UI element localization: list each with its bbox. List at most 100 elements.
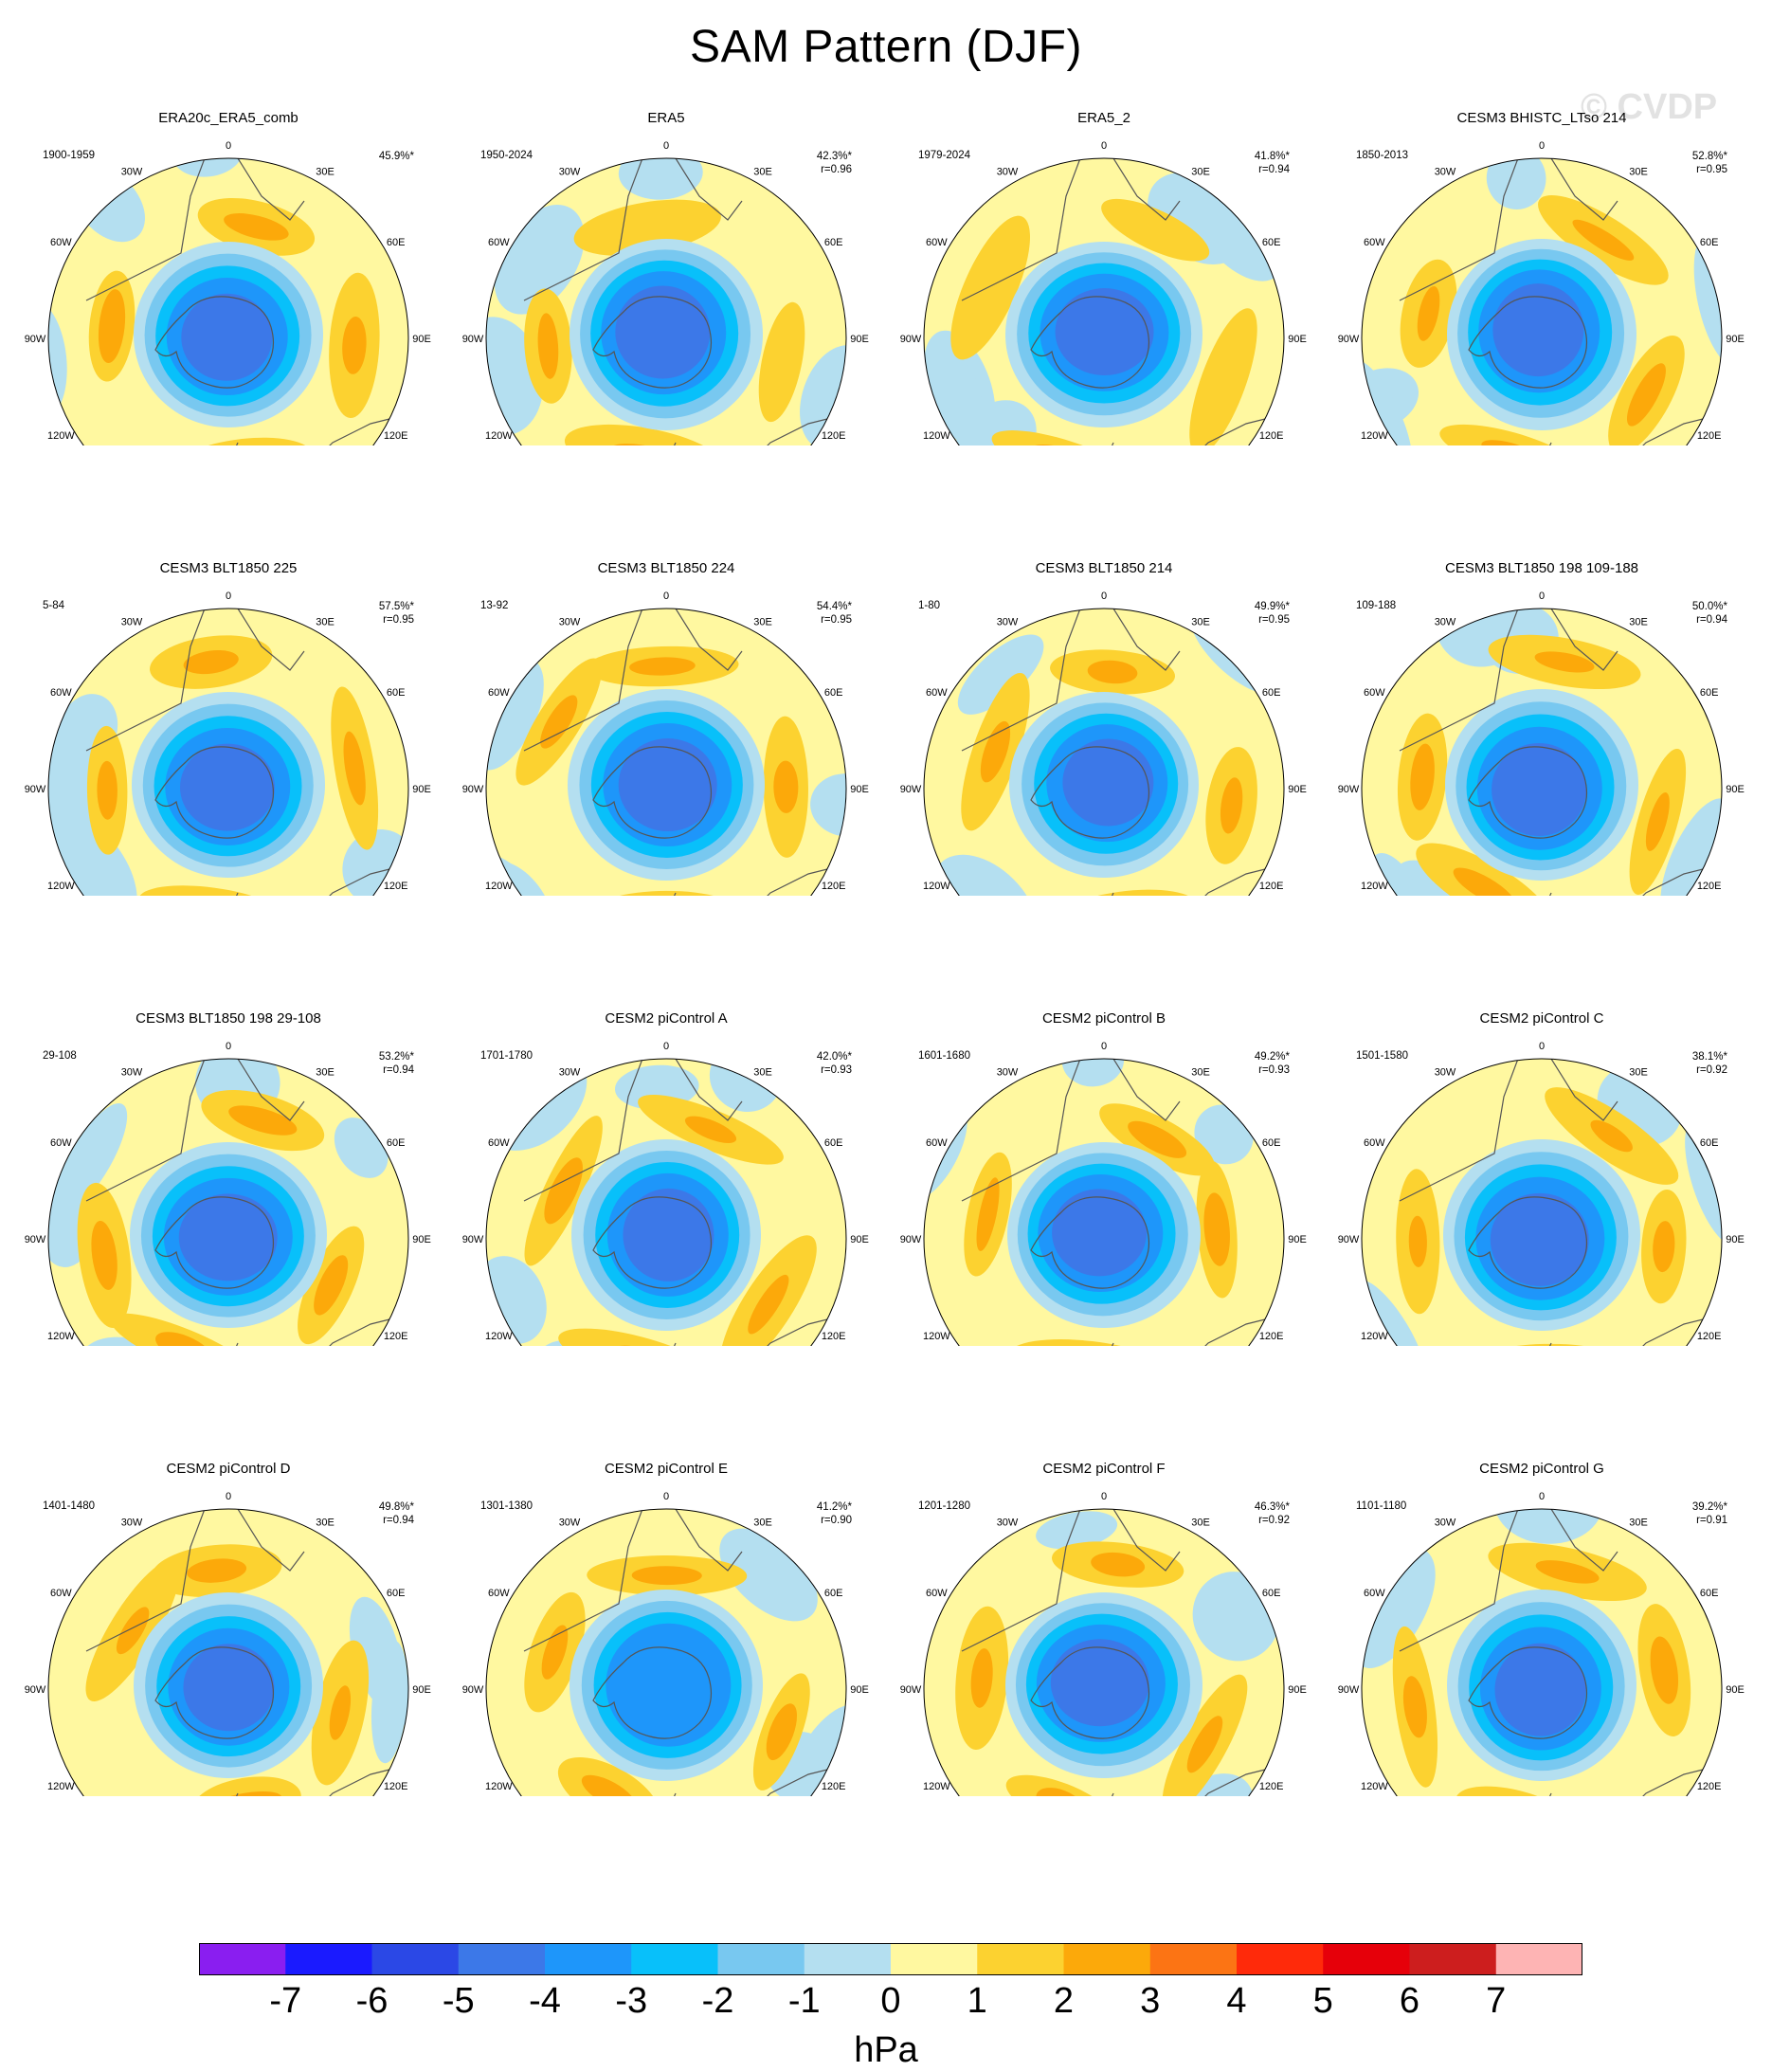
anomaly-patch xyxy=(957,634,1044,715)
longitude-label: 90W xyxy=(1338,1684,1360,1696)
longitude-label: 90E xyxy=(850,1234,869,1245)
colorbar-swatch xyxy=(1063,1943,1151,1975)
panel-title: CESM3 BHISTC_LTso 214 xyxy=(1456,110,1627,126)
antarctica-coastline xyxy=(592,1646,712,1739)
polar-map: 030E60E90E120E150E180150W120W90W60W30W xyxy=(900,1041,1307,1346)
panel-title: CESM2 piControl A xyxy=(605,1010,728,1027)
polar-map: 030E60E90E120E150E180150W120W90W60W30W xyxy=(25,591,431,896)
colorbar-tick-label: -2 xyxy=(701,1981,734,2021)
longitude-label: 60E xyxy=(824,1137,843,1149)
negative-anomaly-ring xyxy=(1055,288,1154,376)
longitude-label: 30W xyxy=(121,616,143,627)
longitude-label: 90W xyxy=(462,1234,484,1245)
panel-period: 29-108 xyxy=(43,1050,77,1062)
pattern-correlation: r=0.94 xyxy=(1258,164,1290,175)
positive-anomaly-core xyxy=(581,1774,637,1796)
positive-anomaly-core xyxy=(342,317,367,374)
anomaly-patch xyxy=(930,351,983,432)
panel-stats: 39.2%* r=0.91 xyxy=(1692,1500,1727,1527)
variance-explained: 49.8%* xyxy=(378,1501,414,1513)
longitude-label: 90E xyxy=(850,1684,869,1696)
negative-anomaly-ring xyxy=(615,285,711,379)
longitude-label: 60W xyxy=(926,1137,948,1149)
longitude-label: 60E xyxy=(1262,1588,1281,1599)
longitude-label: 60W xyxy=(488,1137,510,1149)
positive-anomaly-core xyxy=(329,1685,352,1740)
positive-anomaly-core xyxy=(541,1625,569,1680)
positive-anomaly-core xyxy=(773,760,799,813)
positive-anomaly-core xyxy=(1453,867,1516,896)
polar-map: 030E60E90E120E150E180150W120W90W60W30W xyxy=(900,591,1307,896)
map-border xyxy=(1361,1508,1723,1796)
antarctica-coastline xyxy=(154,1196,274,1289)
longitude-label: 0 xyxy=(1539,1491,1545,1502)
longitude-label: 120W xyxy=(47,430,75,442)
coastline xyxy=(1550,158,1618,221)
positive-anomaly-core xyxy=(1402,1676,1427,1738)
longitude-label: 120W xyxy=(923,881,950,892)
longitude-label: 60E xyxy=(824,687,843,699)
longitude-label: 120W xyxy=(47,1331,75,1342)
map-border xyxy=(47,1508,409,1796)
longitude-label: 30W xyxy=(559,1066,581,1078)
panel-stats: 42.0%* r=0.93 xyxy=(817,1050,852,1077)
longitude-label: 30W xyxy=(997,1066,1019,1078)
negative-anomaly-ring xyxy=(180,743,276,831)
positive-anomaly-core xyxy=(1534,651,1595,673)
positive-anomaly-core xyxy=(1650,1636,1679,1704)
colorbar-tick-label: -7 xyxy=(269,1981,302,2021)
pattern-correlation: r=0.90 xyxy=(821,1515,852,1526)
longitude-label: 90E xyxy=(1288,784,1307,795)
positive-anomaly-core xyxy=(1590,1119,1633,1153)
positive-anomaly-core xyxy=(1572,219,1635,261)
variance-explained: 53.2%* xyxy=(378,1051,414,1063)
longitude-label: 120E xyxy=(1697,881,1722,892)
panel-period: 1301-1380 xyxy=(480,1500,533,1512)
longitude-label: 90E xyxy=(412,1684,431,1696)
variance-explained: 39.2%* xyxy=(1691,1501,1727,1513)
longitude-label: 120E xyxy=(384,430,408,442)
variance-explained: 57.5%* xyxy=(378,601,414,612)
panel-stats: 49.2%* r=0.93 xyxy=(1255,1050,1290,1077)
negative-anomaly-ring xyxy=(1050,1639,1149,1727)
positive-anomaly-core xyxy=(1417,285,1440,341)
coastline xyxy=(237,158,305,221)
longitude-label: 90E xyxy=(412,784,431,795)
longitude-label: 120W xyxy=(485,881,513,892)
longitude-label: 30E xyxy=(316,1066,335,1078)
variance-explained: 42.3%* xyxy=(816,151,852,162)
longitude-label: 90W xyxy=(462,784,484,795)
longitude-label: 30E xyxy=(753,1517,772,1528)
positive-anomaly-core xyxy=(1091,1552,1146,1577)
panel-title: CESM3 BLT1850 198 109-188 xyxy=(1444,560,1639,576)
variance-explained: 46.3%* xyxy=(1254,1501,1290,1513)
negative-anomaly-ring xyxy=(1490,1192,1589,1286)
anomaly-patch xyxy=(1362,1548,1436,1668)
coastline xyxy=(675,158,743,221)
panel-title: ERA20c_ERA5_comb xyxy=(158,110,298,126)
negative-anomaly-ring xyxy=(618,738,717,832)
positive-anomaly xyxy=(1189,308,1257,445)
panel-stats: 38.1%* r=0.92 xyxy=(1692,1050,1727,1077)
panel-stats: 46.3%* r=0.92 xyxy=(1255,1500,1290,1527)
antarctica-coastline xyxy=(592,746,712,839)
longitude-label: 90W xyxy=(1338,784,1360,795)
colorbar-tick-label: -1 xyxy=(787,1981,821,2021)
longitude-label: 60E xyxy=(387,1588,406,1599)
pattern-correlation: r=0.95 xyxy=(1258,614,1290,626)
longitude-label: 90W xyxy=(900,784,922,795)
longitude-label: 90E xyxy=(412,1234,431,1245)
antarctica-coastline xyxy=(1468,1646,1587,1739)
coastline xyxy=(85,1059,206,1202)
longitude-label: 30W xyxy=(121,1517,143,1528)
positive-anomaly xyxy=(950,215,1031,360)
longitude-label: 120W xyxy=(923,1781,950,1792)
longitude-label: 60E xyxy=(1700,1588,1719,1599)
positive-anomaly-core xyxy=(1128,1120,1187,1158)
colorbar-tick-label: -3 xyxy=(615,1981,648,2021)
map-panel: ERA5 1950-2024 42.3%* r=0.96 0 30E 60E 90E 120E 1… xyxy=(447,0,885,445)
longitude-label: 30W xyxy=(997,616,1019,627)
panel-title: CESM3 BLT1850 198 29-108 xyxy=(136,1010,321,1027)
negative-anomaly-ring xyxy=(623,1188,714,1281)
positive-anomaly-core xyxy=(980,720,1011,783)
